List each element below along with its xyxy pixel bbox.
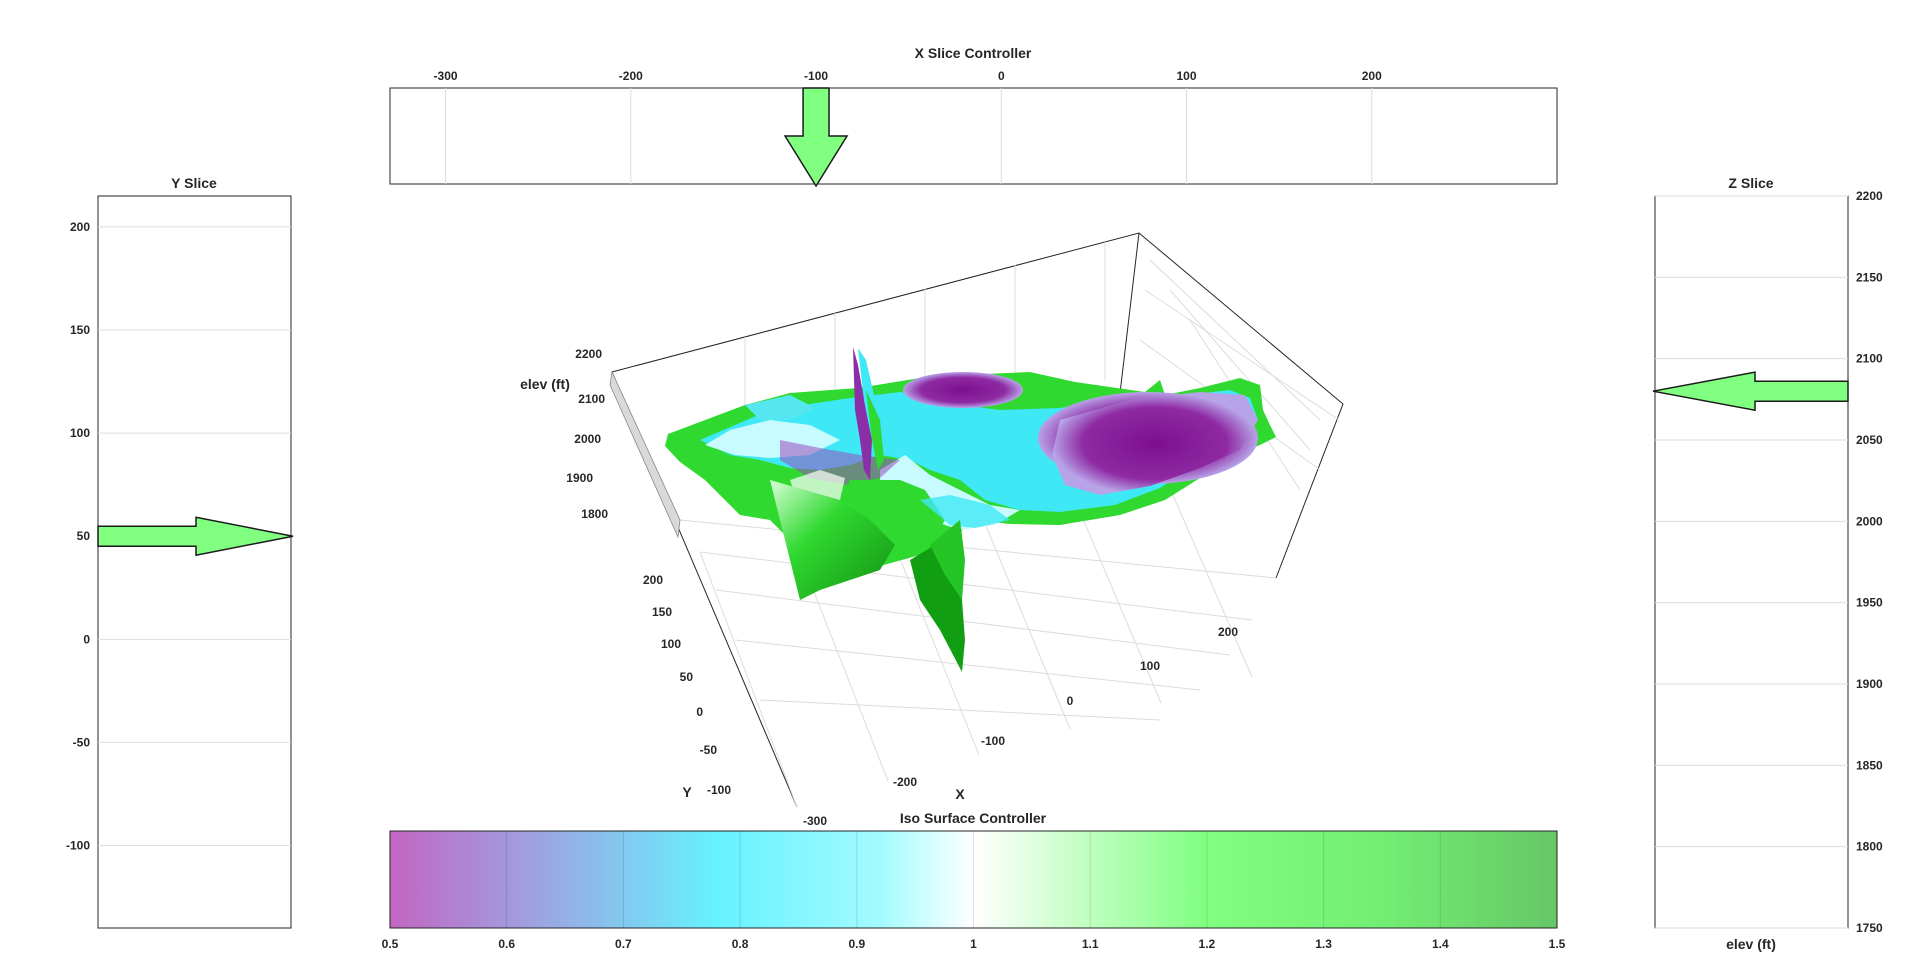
z-tick-label: 2000 xyxy=(574,432,601,446)
iso-tick-label: 0.7 xyxy=(615,937,632,951)
y-tick-label: 150 xyxy=(652,605,672,619)
z-slice-axes[interactable] xyxy=(1654,195,1849,929)
y-slice-tick-label: 150 xyxy=(70,323,90,337)
y-axis-label: Y xyxy=(682,784,692,800)
y-slice-surface xyxy=(770,480,965,672)
z-slice-surface xyxy=(665,372,1276,566)
z-axis-wall xyxy=(609,370,681,539)
z-slice-tick-label: 1850 xyxy=(1856,758,1883,772)
z-slice-controller[interactable]: Z Slice 2200 2150 2100 2050 2000 1950 1900 1850… xyxy=(1652,175,1883,952)
y-slice-axes[interactable] xyxy=(97,195,292,929)
y-tick-label: 100 xyxy=(661,637,681,651)
x-tick-label: -100 xyxy=(981,734,1005,748)
x-slice-tick-label: -300 xyxy=(434,69,458,83)
iso-tick-label: 1.1 xyxy=(1082,937,1099,951)
y-slice-controller[interactable]: Y Slice 200 150 100 50 0 -50 -100 xyxy=(66,175,294,929)
x-tick-label: 200 xyxy=(1218,625,1238,639)
x-tick-label: 100 xyxy=(1140,659,1160,673)
z-slice-tick-label: 2150 xyxy=(1856,270,1883,284)
z-tick-label: 2200 xyxy=(575,347,602,361)
z-slice-tick-label: 1950 xyxy=(1856,596,1883,610)
box-top-edge xyxy=(611,232,1344,579)
iso-tick-label: 1.4 xyxy=(1432,937,1449,951)
box-back-vertical-edge xyxy=(1117,232,1140,411)
x-slice-tick-label: -200 xyxy=(619,69,643,83)
iso-tick-label: 0.9 xyxy=(848,937,865,951)
z-slice-arrow-handle[interactable] xyxy=(1652,371,1849,412)
iso-colorbar[interactable] xyxy=(389,830,1558,929)
z-tick-label: 1800 xyxy=(581,507,608,521)
y-slice-tick-label: -100 xyxy=(66,839,90,853)
y-tick-label: 0 xyxy=(696,705,703,719)
y-axis-ticks: 200 150 100 50 0 -50 -100 xyxy=(643,573,731,797)
y-slice-tick-label: 100 xyxy=(70,426,90,440)
iso-tick-label: 1.2 xyxy=(1199,937,1216,951)
x-slice-controller[interactable]: X Slice Controller -300 -200 -100 0 100 200 xyxy=(389,45,1558,188)
iso-title: Iso Surface Controller xyxy=(900,810,1047,826)
z-tick-label: 1900 xyxy=(566,471,593,485)
y-slice-title: Y Slice xyxy=(171,175,217,191)
z-slice-tick-label: 1800 xyxy=(1856,840,1883,854)
iso-surface-controller[interactable]: Iso Surface Controller 0.5 0.6 0.7 0.8 0.9 1 1… xyxy=(382,810,1566,951)
x-slice-tick-label: 0 xyxy=(998,69,1005,83)
z-axis-label: elev (ft) xyxy=(520,376,570,392)
y-slice-tick-label: 50 xyxy=(77,529,91,543)
z-slice-tick-label: 2100 xyxy=(1856,352,1883,366)
y-tick-label: 50 xyxy=(680,670,694,684)
iso-tick-label: 1 xyxy=(970,937,977,951)
x-slice-tick-label: -100 xyxy=(804,69,828,83)
x-tick-label: -300 xyxy=(803,814,827,828)
z-slice-tick-label: 2050 xyxy=(1856,433,1883,447)
x-slice-tick-label: 100 xyxy=(1177,69,1197,83)
z-axis-ticks: 2200 2100 2000 1900 1800 xyxy=(566,347,608,521)
y-slice-arrow-handle[interactable] xyxy=(97,516,294,557)
x-axis-ticks: -300 -200 -100 0 100 200 xyxy=(803,625,1238,828)
iso-tick-label: 0.6 xyxy=(498,937,515,951)
z-slice-tick-label: 2000 xyxy=(1856,514,1883,528)
y-slice-tick-label: -50 xyxy=(73,735,91,749)
z-slice-gridlines xyxy=(1655,195,1848,929)
iso-tick-label: 0.5 xyxy=(382,937,399,951)
z-slice-tick-label: 1750 xyxy=(1856,921,1883,935)
x-slice-arrow-handle[interactable] xyxy=(783,87,849,188)
x-slice-surface xyxy=(853,347,884,480)
iso-tick-label: 0.8 xyxy=(732,937,749,951)
x-slice-axes[interactable] xyxy=(389,87,1558,185)
z-slice-ticks: 2200 2150 2100 2050 2000 1950 1900 1850 1800 1750 xyxy=(1856,189,1883,935)
iso-tick-label: 1.3 xyxy=(1315,937,1332,951)
y-slice-tick-label: 0 xyxy=(83,632,90,646)
x-axis-label: X xyxy=(955,786,965,802)
z-slice-ylabel: elev (ft) xyxy=(1726,936,1776,952)
iso-gridlines xyxy=(389,831,1558,928)
iso-ticks: 0.5 0.6 0.7 0.8 0.9 1 1.1 1.2 1.3 1.4 1.5 xyxy=(382,937,1566,951)
z-tick-label: 2100 xyxy=(578,392,605,406)
x-slice-ticks: -300 -200 -100 0 100 200 xyxy=(434,69,1383,83)
x-slice-title: X Slice Controller xyxy=(915,45,1032,61)
z-slice-tick-label: 2200 xyxy=(1856,189,1883,203)
x-slice-tick-label: 200 xyxy=(1362,69,1382,83)
y-tick-label: 200 xyxy=(643,573,663,587)
y-slice-ticks: 200 150 100 50 0 -50 -100 xyxy=(66,220,90,853)
y-tick-label: -100 xyxy=(707,783,731,797)
z-slice-tick-label: 1900 xyxy=(1856,677,1883,691)
iso-tick-label: 1.5 xyxy=(1549,937,1566,951)
y-slice-tick-label: 200 xyxy=(70,220,90,234)
x-tick-label: 0 xyxy=(1067,694,1074,708)
y-tick-label: -50 xyxy=(700,743,718,757)
z-slice-title: Z Slice xyxy=(1728,175,1773,191)
x-tick-label: -200 xyxy=(893,775,917,789)
